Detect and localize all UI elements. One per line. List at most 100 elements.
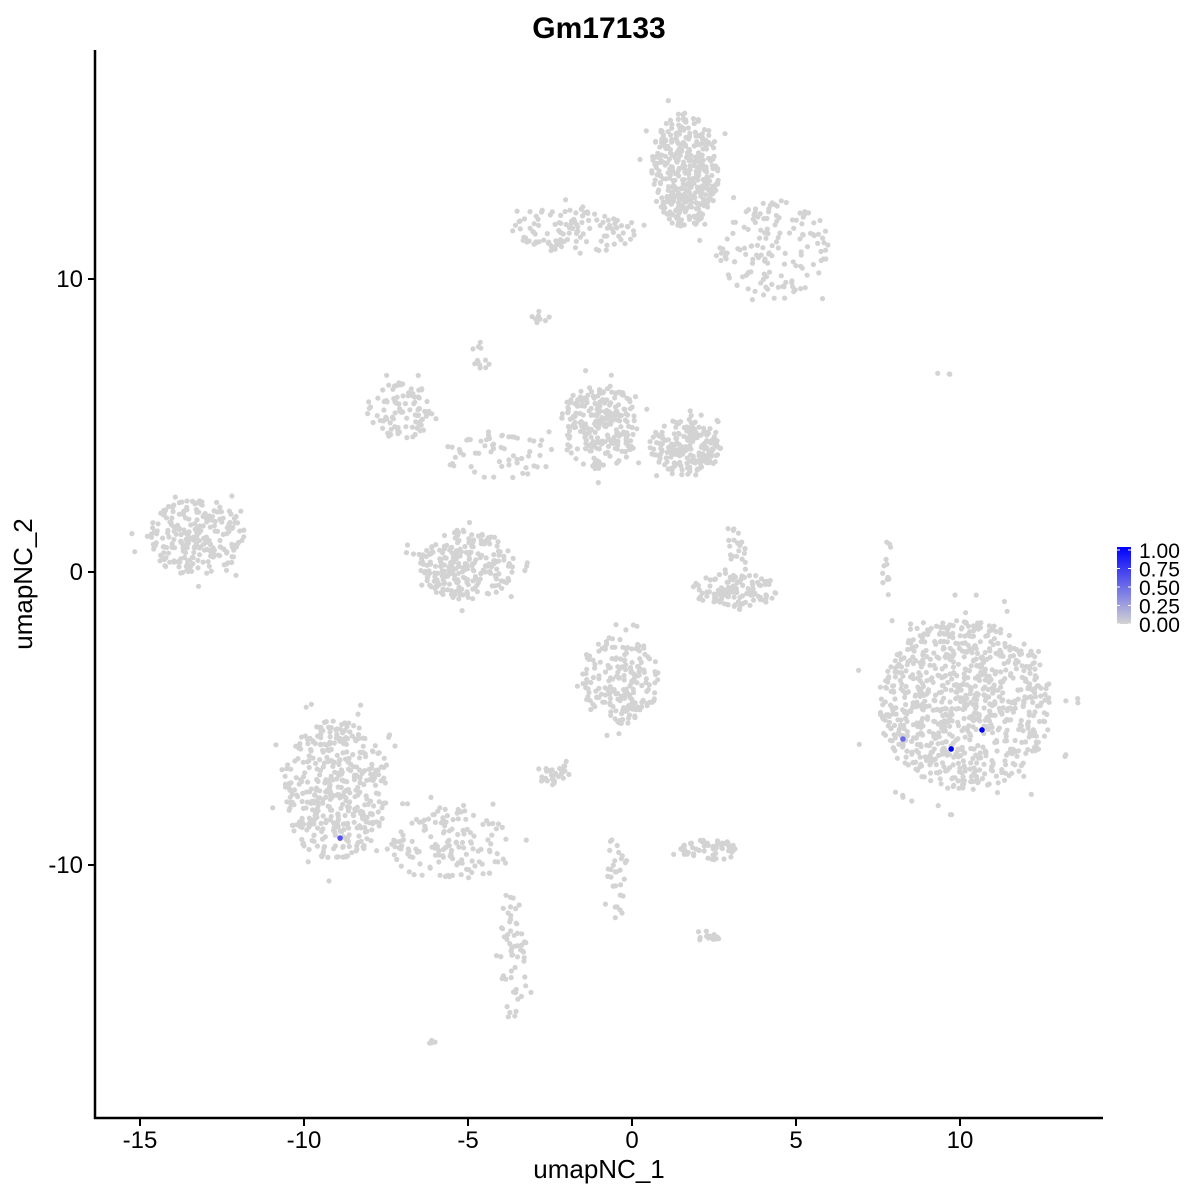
cell-point	[166, 534, 172, 540]
cell-point	[1006, 658, 1012, 664]
cell-point	[536, 308, 542, 314]
cell-point	[209, 514, 215, 520]
cell-point	[489, 832, 495, 838]
cell-point	[466, 867, 472, 873]
cell-point	[820, 235, 826, 241]
cell-point	[1030, 699, 1036, 706]
cell-point	[889, 618, 895, 624]
cell-point	[514, 208, 520, 214]
cell-point	[797, 236, 803, 242]
cell-point	[1043, 686, 1049, 692]
cell-point	[306, 846, 312, 853]
cell-point	[217, 544, 223, 550]
cell-point	[361, 843, 367, 849]
cell-point	[369, 827, 375, 833]
cell-point	[503, 836, 509, 842]
cell-point	[975, 779, 981, 785]
cell-point	[190, 561, 196, 567]
cell-point	[343, 787, 349, 794]
cell-point	[604, 242, 610, 248]
cell-point	[472, 863, 478, 869]
cell-point	[398, 409, 404, 415]
cell-point	[707, 577, 713, 583]
cell-point	[536, 222, 542, 228]
cell-point	[433, 589, 439, 595]
cell-point	[605, 687, 611, 693]
cell-point	[204, 570, 210, 576]
cell-point	[880, 570, 886, 576]
cell-point	[508, 948, 514, 954]
cell-point	[753, 573, 759, 579]
cell-point	[932, 735, 938, 742]
cell-point	[620, 716, 626, 723]
cell-point	[287, 794, 293, 800]
cell-point	[570, 392, 576, 398]
cell-point	[210, 545, 216, 551]
cell-point	[735, 540, 741, 546]
cell-point	[932, 692, 939, 698]
cell-point	[703, 928, 709, 934]
cell-point	[583, 440, 589, 446]
cell-point	[977, 625, 984, 631]
cell-point	[368, 771, 374, 777]
cell-point	[563, 197, 569, 203]
cell-point	[595, 439, 601, 445]
cell-point	[967, 714, 973, 720]
cell-point	[358, 702, 364, 708]
cell-point	[514, 460, 520, 466]
cell-point	[617, 637, 623, 643]
cell-point	[285, 762, 291, 768]
cell-point	[957, 765, 963, 772]
cell-point	[404, 435, 410, 441]
cell-point	[365, 411, 371, 417]
cell-point	[778, 273, 784, 279]
cell-point	[892, 669, 898, 675]
cell-point	[331, 759, 337, 766]
cell-point	[565, 408, 571, 415]
cell-point	[961, 654, 967, 660]
cell-point	[187, 557, 193, 563]
cell-point	[466, 539, 472, 546]
cell-point	[632, 700, 638, 706]
cell-point	[163, 515, 170, 521]
cell-point	[612, 915, 618, 921]
cell-point	[656, 433, 663, 439]
cell-point	[1002, 758, 1008, 764]
cell-point	[320, 764, 326, 770]
cell-point	[752, 288, 758, 294]
cell-point	[707, 583, 713, 589]
cell-point	[674, 132, 680, 138]
cell-point	[641, 643, 647, 649]
cell-point	[881, 730, 887, 737]
cell-point	[710, 936, 716, 942]
cell-point	[989, 712, 995, 718]
cell-point	[799, 265, 805, 271]
cell-point	[968, 774, 975, 780]
cell-point	[579, 219, 585, 226]
cell-point	[1026, 734, 1032, 740]
cell-point	[973, 592, 979, 598]
cell-point	[199, 502, 205, 508]
cell-point	[178, 539, 184, 546]
cell-point	[446, 564, 452, 570]
cell-point	[362, 802, 368, 808]
cell-point	[311, 817, 317, 823]
cell-point	[592, 704, 598, 710]
cell-point	[777, 230, 783, 236]
cell-point	[705, 204, 711, 210]
cell-point	[629, 404, 635, 410]
cell-point	[486, 561, 492, 567]
cell-point	[500, 856, 506, 862]
cell-point	[510, 555, 516, 562]
cell-point	[1032, 748, 1038, 754]
cell-point	[644, 703, 650, 709]
cell-point	[749, 243, 755, 249]
cell-point	[823, 247, 829, 253]
cell-point	[462, 543, 468, 550]
cell-point	[954, 689, 960, 695]
cell-point	[904, 662, 910, 668]
cell-point	[408, 386, 414, 392]
cell-point	[940, 646, 946, 652]
cell-point	[932, 698, 938, 704]
cell-point	[630, 431, 636, 437]
